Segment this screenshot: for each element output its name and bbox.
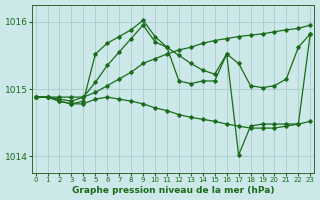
X-axis label: Graphe pression niveau de la mer (hPa): Graphe pression niveau de la mer (hPa) xyxy=(72,186,274,195)
